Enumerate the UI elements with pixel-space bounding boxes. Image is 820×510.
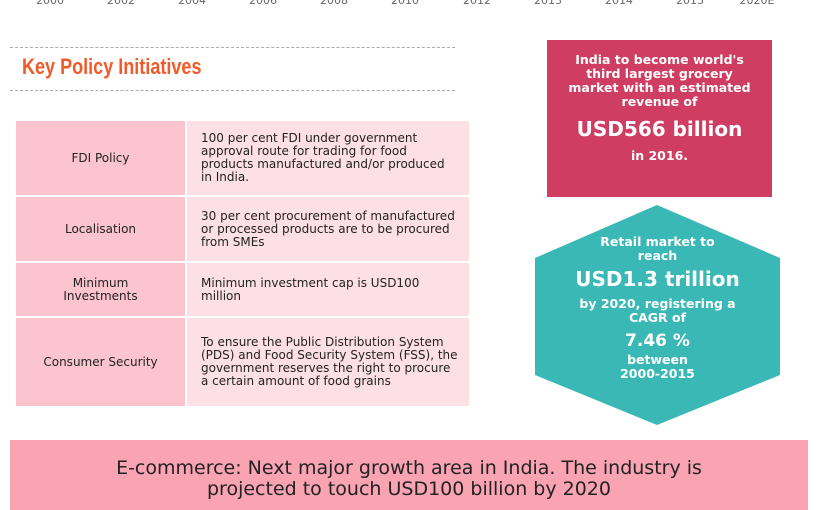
year-label: 2006 xyxy=(249,0,277,7)
year-label: 2015 xyxy=(676,0,704,7)
box-text: India to become world's third largest gr… xyxy=(568,52,751,109)
policy-detail: 30 per cent procurement of manufactured … xyxy=(186,196,470,262)
grocery-box: India to become world's third largest gr… xyxy=(547,40,772,197)
year-label: 2010 xyxy=(391,0,419,7)
hexagon-shape xyxy=(535,205,780,425)
hex-figure: USD1.3 trillion xyxy=(575,267,740,291)
policy-name: Minimum Investments xyxy=(15,262,186,317)
hex-text: between 2000-2015 xyxy=(620,352,695,381)
year-label: 2012 xyxy=(463,0,491,7)
banner: E-commerce: Next major growth area in In… xyxy=(10,440,808,510)
divider xyxy=(10,90,455,91)
policy-name: Consumer Security xyxy=(15,317,186,407)
hex-text: Retail market to reach xyxy=(600,234,715,263)
year-label: 2014 xyxy=(605,0,633,7)
year-label: 2004 xyxy=(178,0,206,7)
hex-text: by 2020, registering a CAGR of xyxy=(579,296,736,325)
year-label: 2020E xyxy=(739,0,775,7)
year-label: 2008 xyxy=(320,0,348,7)
year-label: 2000 xyxy=(36,0,64,7)
hexagon xyxy=(535,205,780,425)
year-label: 2002 xyxy=(107,0,135,7)
box-figure: USD566 billion xyxy=(576,117,743,141)
policy-name: Localisation xyxy=(15,196,186,262)
year-label: 2013 xyxy=(534,0,562,7)
policy-name: FDI Policy xyxy=(15,120,186,196)
policy-detail: 100 per cent FDI under government approv… xyxy=(186,120,470,196)
hexagon-text: Retail market to reach USD1.3 trillion b… xyxy=(560,235,755,381)
divider xyxy=(10,47,455,48)
box-text: in 2016. xyxy=(630,148,689,163)
policy-detail: Minimum investment cap is USD100 million xyxy=(186,262,470,317)
hex-rate: 7.46 % xyxy=(625,331,690,351)
section-title: Key Policy Initiatives xyxy=(22,54,202,79)
policy-detail: To ensure the Public Distribution System… xyxy=(186,317,470,407)
